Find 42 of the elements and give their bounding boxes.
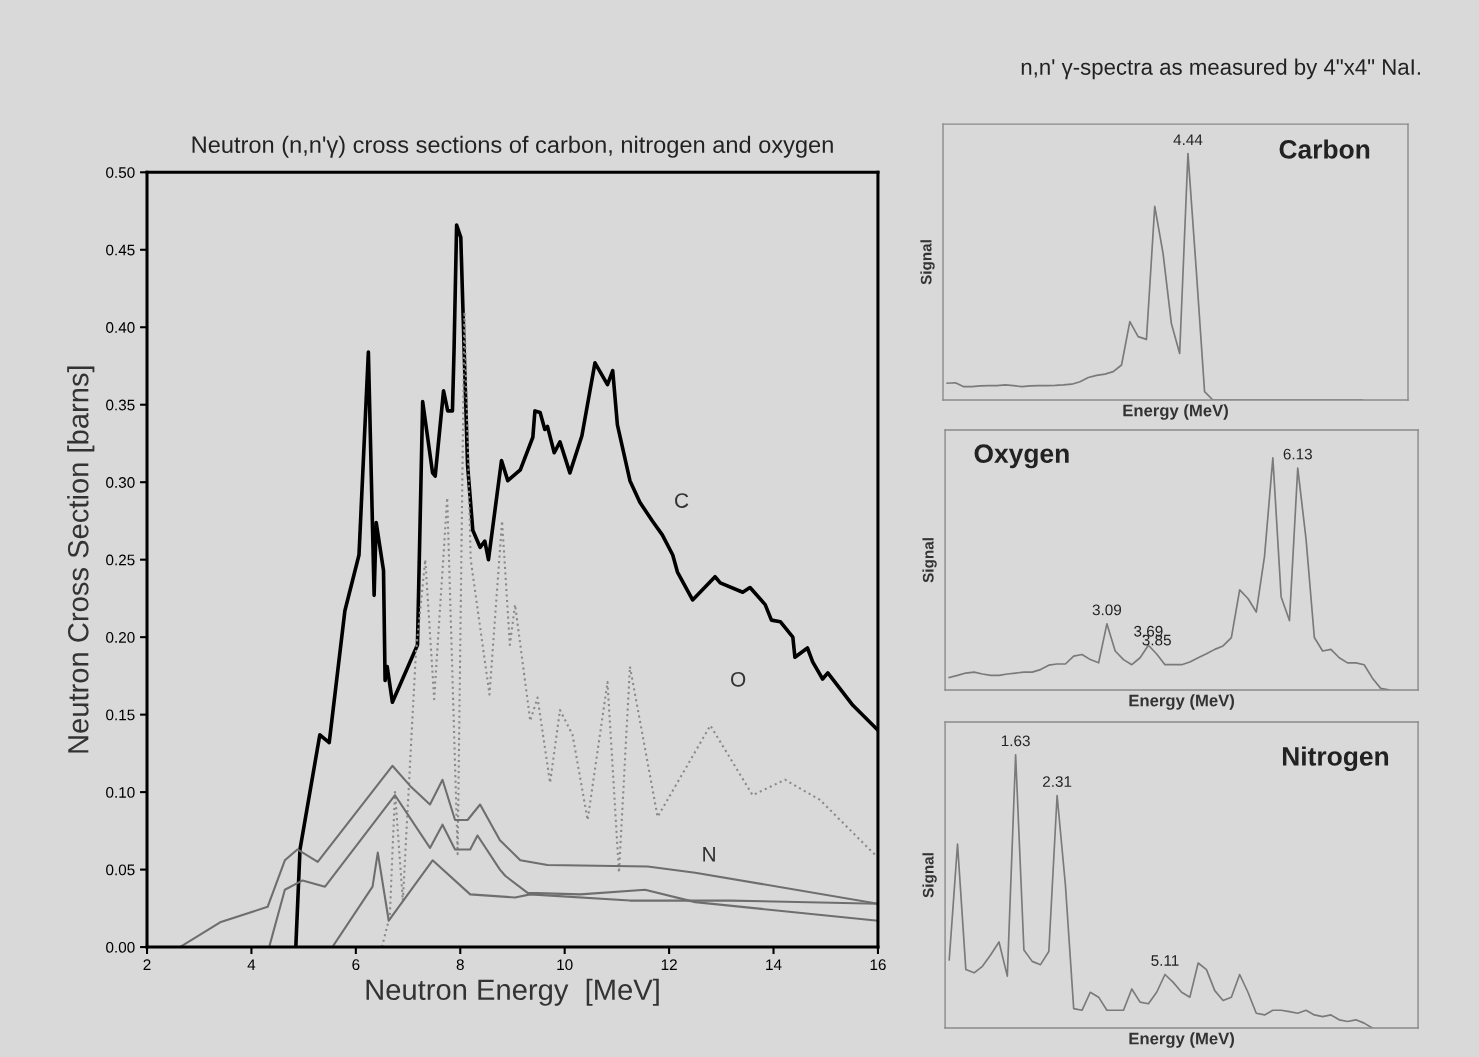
chart-title: Nitrogen — [1282, 746, 1389, 772]
annotation: 5.11 — [1151, 955, 1179, 966]
y-axis-title: Signal — [922, 538, 937, 583]
x-tick-label: 14 — [766, 959, 782, 970]
x-axis-title: Energy (MeV) — [1129, 694, 1234, 710]
y-tick-label: 0.40 — [106, 322, 135, 333]
y-tick-label: 0.05 — [106, 864, 135, 876]
y-axis-title: Signal — [922, 853, 937, 898]
x-axis-title: Neutron Energy [MeV] — [366, 978, 659, 1006]
x-tick-label: 10 — [557, 959, 573, 971]
x-tick-label: 2 — [143, 959, 151, 970]
annotation: 3.09 — [1092, 604, 1122, 616]
y-tick-label: 0.00 — [106, 941, 135, 953]
chart-title: Oxygen — [974, 444, 1069, 469]
x-axis-title: Energy (MeV) — [1129, 1032, 1234, 1048]
x-axis-title: Energy (MeV) — [1123, 404, 1228, 420]
y-tick-label: 0.15 — [106, 709, 135, 721]
series-label: N — [703, 847, 715, 862]
y-tick-label: 0.50 — [106, 167, 135, 178]
x-tick-label: 8 — [456, 959, 464, 971]
chart-title: Carbon — [1279, 139, 1370, 159]
annotation: 1.63 — [1001, 735, 1030, 747]
chart-title: Neutron (n,n'γ) cross sections of carbon, nitrogen and oxygen — [192, 135, 833, 158]
y-axis-title: Neutron Cross Section [barns] — [67, 366, 95, 753]
y-tick-label: 0.45 — [106, 244, 135, 256]
annotation: 4.44 — [1173, 134, 1203, 145]
series-label: C — [675, 493, 689, 508]
y-tick-label: 0.20 — [106, 632, 135, 643]
x-tick-label: 16 — [870, 959, 886, 971]
y-tick-label: 0.25 — [106, 554, 135, 566]
y-axis-title: Signal — [920, 240, 935, 285]
x-tick-label: 12 — [661, 959, 677, 970]
annotation: 6.13 — [1283, 448, 1312, 460]
y-tick-label: 0.35 — [106, 399, 135, 411]
chart-subtitle: n,n' γ-spectra as measured by 4"x4" NaI. — [1021, 58, 1420, 80]
y-tick-label: 0.10 — [106, 786, 135, 798]
line-series — [380, 310, 878, 948]
y-tick-label: 0.30 — [106, 477, 135, 488]
x-tick-label: 4 — [247, 959, 256, 970]
text: O — [731, 671, 746, 687]
annotation: 2.31 — [1043, 776, 1072, 787]
x-tick-label: 6 — [352, 959, 360, 971]
